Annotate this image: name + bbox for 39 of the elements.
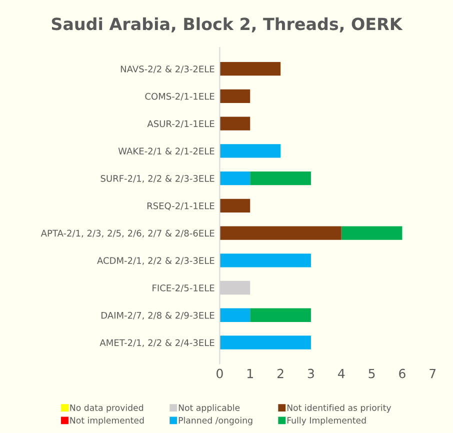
bar (220, 62, 281, 76)
bar (220, 116, 250, 130)
y-tick-label: RSEQ-2/1-1ELE (147, 202, 214, 210)
x-tick-label: 0 (216, 368, 223, 378)
legend-label: Not implemented (70, 416, 144, 426)
bar (220, 254, 311, 268)
y-tick-label: DAIM-2/7, 2/8 & 2/9-3ELE (102, 312, 214, 320)
bar (220, 308, 250, 322)
bar (220, 336, 311, 350)
y-tick-label: WAKE-2/1 & 2/1-2ELE (118, 148, 214, 156)
y-tick-label: ACDM-2/1, 2/2 & 2/3-3ELE (97, 257, 214, 265)
legend-label: Planned /ongoing (178, 416, 252, 426)
x-tick-label: 1 (248, 368, 253, 378)
bar (220, 144, 281, 158)
legend-label: No data provided (70, 404, 144, 413)
bar (341, 226, 402, 240)
x-tick-label: 4 (338, 368, 345, 378)
y-tick-label: NAVS-2/2 & 2/3-2ELE (120, 66, 214, 74)
y-tick-label: AMET-2/1, 2/2 & 2/4-3ELE (100, 339, 214, 347)
y-tick-label: FICE-2/5-1ELE (152, 284, 214, 292)
x-tick-label: 7 (430, 368, 436, 378)
bar (220, 226, 342, 240)
bar (220, 89, 250, 104)
x-tick-label: 5 (368, 368, 375, 378)
legend-label: Fully Implemented (287, 416, 366, 426)
bar (220, 198, 250, 213)
bar (250, 171, 311, 186)
x-tick-label: 2 (277, 368, 284, 378)
bar (220, 171, 250, 186)
x-tick-label: 6 (399, 368, 406, 378)
y-tick-label: ASUR-2/1-1ELE (147, 120, 214, 128)
y-tick-label: APTA-2/1, 2/3, 2/5, 2/6, 2/7 & 2/8-6ELE (40, 230, 214, 238)
bar (250, 308, 311, 322)
y-tick-label: COMS-2/1-1ELE (145, 92, 214, 100)
y-tick-label: SURF-2/1, 2/2 & 2/3-3ELE (100, 175, 214, 183)
chart-title: Saudi Arabia, Block 2, Threads, OERK (52, 17, 403, 32)
x-tick-label: 3 (308, 368, 314, 378)
legend-label: Not applicable (178, 404, 240, 413)
legend-label: Not identified as priority (287, 404, 392, 413)
